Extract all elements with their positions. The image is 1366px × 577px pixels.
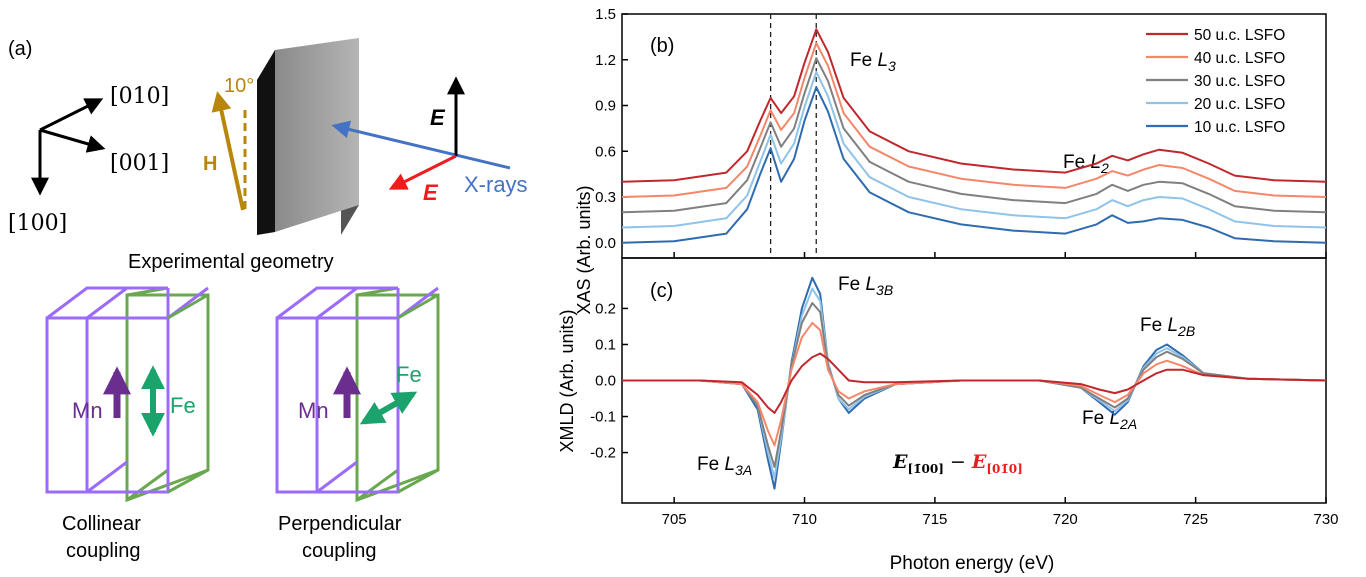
xas-series-line bbox=[621, 86, 1327, 244]
xmld-chart: XMLD (Arb. units) (c) Fe L3B Fe L3A Fe L… bbox=[557, 252, 1339, 574]
xas-y-tick-label: 0.3 bbox=[595, 189, 616, 206]
legend-label: 30 u.c. LSFO bbox=[1194, 73, 1285, 90]
fe-l3-annotation: Fe L3 bbox=[850, 50, 896, 74]
xray-label: X-rays bbox=[464, 172, 528, 197]
xmld-y-tick-label: -0.1 bbox=[590, 409, 616, 426]
xas-y-tick-label: 0.6 bbox=[595, 143, 616, 160]
xas-series-line bbox=[621, 70, 1327, 229]
axis-001-arrow bbox=[39, 128, 106, 153]
legend-label: 10 u.c. LSFO bbox=[1194, 119, 1285, 136]
xmld-series-line bbox=[622, 302, 1327, 468]
slab-front-face bbox=[275, 38, 359, 232]
collinear-caption-line2: coupling bbox=[66, 540, 141, 562]
perp-fe-arrow-down bbox=[359, 401, 390, 425]
legend-label: 40 u.c. LSFO bbox=[1194, 50, 1285, 67]
xray-beam-arrow bbox=[331, 120, 511, 170]
e-field-horizontal-arrow bbox=[388, 154, 457, 190]
axis-001-label: [001] bbox=[110, 151, 169, 176]
e-field-vertical-label: E bbox=[430, 105, 446, 130]
xas-y-tick-label: 1.2 bbox=[595, 52, 616, 69]
panel-a: (a) [010] [001] [100] 10° H E E bbox=[8, 38, 528, 562]
perp-mn-label: Mn bbox=[298, 398, 329, 423]
sample-slab bbox=[257, 38, 359, 235]
perp-caption-line2: coupling bbox=[302, 540, 377, 562]
panel-b-label: (b) bbox=[650, 35, 674, 57]
fe-l3a-annotation: Fe L3A bbox=[697, 454, 752, 478]
xas-series-line bbox=[621, 57, 1327, 214]
x-tick-label: 730 bbox=[1313, 511, 1338, 528]
axis-010-arrow bbox=[39, 98, 104, 132]
xmld-y-tick-label: -0.2 bbox=[590, 445, 616, 462]
fe-l2b-annotation: Fe L2B bbox=[1140, 315, 1195, 339]
slab-edge bbox=[257, 50, 275, 235]
xas-y-tick-label: 1.5 bbox=[595, 6, 616, 23]
xas-chart: XAS (Arb. units) (b) Fe L3 Fe L2 50 u.c.… bbox=[574, 6, 1327, 315]
xmld-y-tick-label: 0.2 bbox=[595, 300, 616, 317]
collinear-fe-label: Fe bbox=[170, 393, 196, 418]
x-tick-label: 720 bbox=[1053, 511, 1078, 528]
xmld-y-tick-label: 0.0 bbox=[595, 373, 616, 390]
xray-beam: E E X-rays bbox=[331, 76, 528, 205]
xas-y-tick-label: 0.0 bbox=[595, 235, 616, 252]
perp-caption-line1: Perpendicular bbox=[278, 513, 402, 535]
xmld-series-line bbox=[622, 352, 1327, 414]
axis-010-label: [010] bbox=[110, 84, 169, 109]
xas-series-line bbox=[621, 42, 1327, 198]
xmld-series-line bbox=[622, 287, 1327, 479]
x-tick-label: 710 bbox=[792, 511, 817, 528]
panel-c-label: (c) bbox=[650, 280, 673, 302]
collinear-mn-layer-front bbox=[85, 286, 209, 494]
fe-l2a-annotation: Fe L2A bbox=[1082, 408, 1137, 432]
xas-y-tick-label: 0.9 bbox=[595, 98, 616, 115]
xmld-formula: E[1̄00] − E[01̄0] bbox=[892, 451, 1023, 476]
angle-label: 10° bbox=[224, 75, 254, 97]
xmld-y-tick-label: 0.1 bbox=[595, 336, 616, 353]
collinear-caption-line1: Collinear bbox=[62, 513, 141, 535]
x-tick-label: 705 bbox=[662, 511, 687, 528]
xas-y-axis-label: XAS (Arb. units) bbox=[574, 185, 594, 314]
axis-100-label: [100] bbox=[8, 211, 67, 236]
collinear-fe-connectors bbox=[167, 293, 209, 494]
field-indicator: 10° H bbox=[203, 75, 254, 211]
geometry-caption: Experimental geometry bbox=[128, 251, 334, 273]
panel-a-label: (a) bbox=[8, 38, 32, 60]
xmld-series-line bbox=[622, 276, 1327, 490]
x-axis-label: Photon energy (eV) bbox=[890, 553, 1055, 574]
fe-l2-annotation: Fe L2 bbox=[1063, 152, 1109, 176]
collinear-mn-label: Mn bbox=[72, 398, 103, 423]
xas-series-line bbox=[621, 28, 1327, 183]
perp-fe-arrow-up bbox=[386, 391, 418, 414]
perpendicular-coupling-diagram: Mn Fe Perpendicular coupling bbox=[275, 286, 440, 562]
h-field-label: H bbox=[203, 153, 217, 175]
crystal-axes: [010] [001] [100] bbox=[8, 84, 169, 236]
e-field-horizontal-label: E bbox=[423, 180, 439, 205]
xmld-y-axis-label: XMLD (Arb. units) bbox=[557, 309, 577, 452]
x-tick-label: 725 bbox=[1183, 511, 1208, 528]
x-tick-label: 715 bbox=[922, 511, 947, 528]
legend-label: 20 u.c. LSFO bbox=[1194, 96, 1285, 113]
perp-fe-label: Fe bbox=[396, 362, 422, 387]
perp-mn-layer-front bbox=[315, 286, 439, 494]
fe-l3b-annotation: Fe L3B bbox=[838, 274, 893, 298]
xas-legend: 50 u.c. LSFO 40 u.c. LSFO 30 u.c. LSFO 20 u… bbox=[1146, 27, 1285, 136]
perp-fe-connectors bbox=[397, 293, 439, 494]
xmld-series-line bbox=[622, 321, 1327, 447]
h-field-arrow bbox=[211, 91, 245, 211]
collinear-coupling-diagram: Mn Fe Collinear coupling bbox=[45, 286, 210, 562]
legend-label: 50 u.c. LSFO bbox=[1194, 27, 1285, 44]
